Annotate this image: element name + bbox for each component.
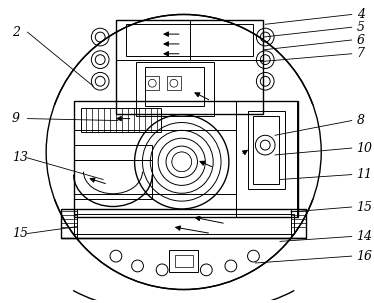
Text: 15: 15 [12,227,28,240]
Bar [116,20,263,60]
Bar [116,20,263,114]
Text: 6: 6 [356,34,365,46]
Circle shape [172,152,191,171]
Bar [175,255,193,267]
Bar [236,101,297,217]
Text: 7: 7 [356,47,365,60]
Text: 16: 16 [356,250,373,263]
Bar [135,62,214,116]
Text: 5: 5 [356,21,365,34]
Text: 13: 13 [12,152,28,165]
Bar [61,209,77,238]
Bar [145,67,204,106]
Bar [74,145,152,160]
Bar [254,116,279,185]
Bar [74,160,152,199]
Text: 15: 15 [356,201,373,214]
Bar [248,111,285,189]
Bar [167,76,181,90]
Bar [74,101,298,217]
Text: 9: 9 [12,112,20,125]
Bar [169,250,199,272]
Bar [291,209,307,238]
Text: 4: 4 [356,8,365,21]
Bar [126,24,254,56]
Bar [74,214,294,234]
Text: 2: 2 [12,26,20,39]
Text: 8: 8 [356,114,365,127]
Bar [145,76,159,90]
Text: 14: 14 [356,230,373,243]
Bar [61,209,307,238]
Text: 10: 10 [356,142,373,155]
Text: 11: 11 [356,168,373,181]
